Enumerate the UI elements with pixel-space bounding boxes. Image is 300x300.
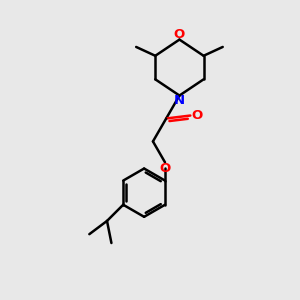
Text: O: O	[191, 109, 202, 122]
Text: N: N	[173, 94, 184, 107]
Text: O: O	[159, 162, 171, 175]
Text: O: O	[174, 28, 185, 41]
